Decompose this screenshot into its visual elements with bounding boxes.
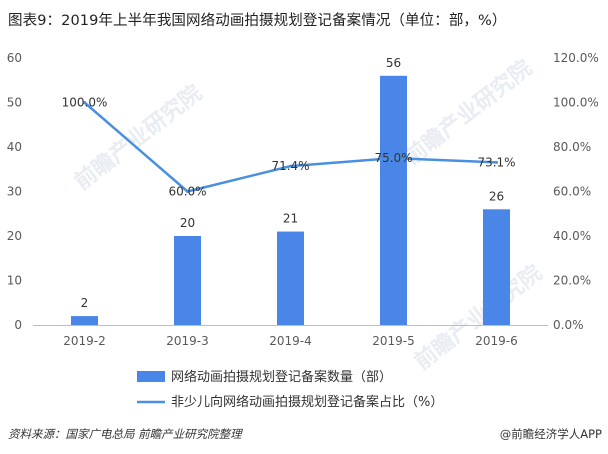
line-value-label: 73.1% <box>477 155 515 169</box>
line-point <box>289 164 292 168</box>
y-left-tick-label: 20 <box>7 229 22 243</box>
legend-bar-label: 网络动画拍摄规划登记备案数量（部） <box>171 369 392 385</box>
line-series <box>83 101 497 193</box>
brand-label: @前瞻经济学人APP <box>499 427 602 441</box>
y-right-tick-label: 40.0% <box>553 229 591 243</box>
y-left-tick-label: 30 <box>7 185 22 199</box>
bar-value-label: 21 <box>283 212 298 226</box>
legend-line-label: 非少儿向网络动画拍摄规划登记备案占比（%） <box>171 394 443 410</box>
y-right-tick-label: 60.0% <box>553 185 591 199</box>
y-right-tick-label: 120.0% <box>553 51 599 65</box>
line-value-label: 75.0% <box>374 151 412 165</box>
bar-value-label: 26 <box>489 189 504 203</box>
y-right-tick-label: 80.0% <box>553 140 591 154</box>
bar <box>483 209 510 325</box>
bar-value-label: 2 <box>81 296 89 310</box>
bar-value-label: 56 <box>386 56 401 70</box>
y-right-tick-label: 100.0% <box>553 96 599 110</box>
source-note: 资料来源：国家广电总局 前瞻产业研究院整理 <box>8 427 242 441</box>
y-left-tick-label: 0 <box>14 318 22 332</box>
bar-value-label: 20 <box>180 216 195 230</box>
y-left-tick-label: 50 <box>7 96 22 110</box>
chart-title: 图表9：2019年上半年我国网络动画拍摄规划登记备案情况（单位：部，%） <box>8 13 507 29</box>
y-right-tick-label: 0.0% <box>553 318 584 332</box>
line-value-label: 100.0% <box>62 96 108 110</box>
x-tick-label: 2019-5 <box>372 334 415 348</box>
y-right-tick-label: 20.0% <box>553 274 591 288</box>
bar <box>71 316 98 325</box>
line-point <box>392 156 395 160</box>
y-left-tick-label: 40 <box>7 140 22 154</box>
y-left-tick-label: 10 <box>7 274 22 288</box>
bar <box>277 231 304 325</box>
bar <box>380 75 407 325</box>
bar <box>174 236 201 325</box>
line-value-label: 60.0% <box>168 185 206 199</box>
line-point <box>83 101 86 104</box>
line-point <box>495 160 498 164</box>
x-tick-label: 2019-2 <box>63 334 106 348</box>
x-tick-label: 2019-3 <box>166 334 209 348</box>
x-tick-label: 2019-4 <box>269 334 312 348</box>
y-left-tick-label: 60 <box>7 51 22 65</box>
line-point <box>186 190 189 193</box>
x-tick-label: 2019-6 <box>475 334 518 348</box>
line-value-label: 71.4% <box>271 159 309 173</box>
legend-bar-swatch <box>137 371 165 382</box>
